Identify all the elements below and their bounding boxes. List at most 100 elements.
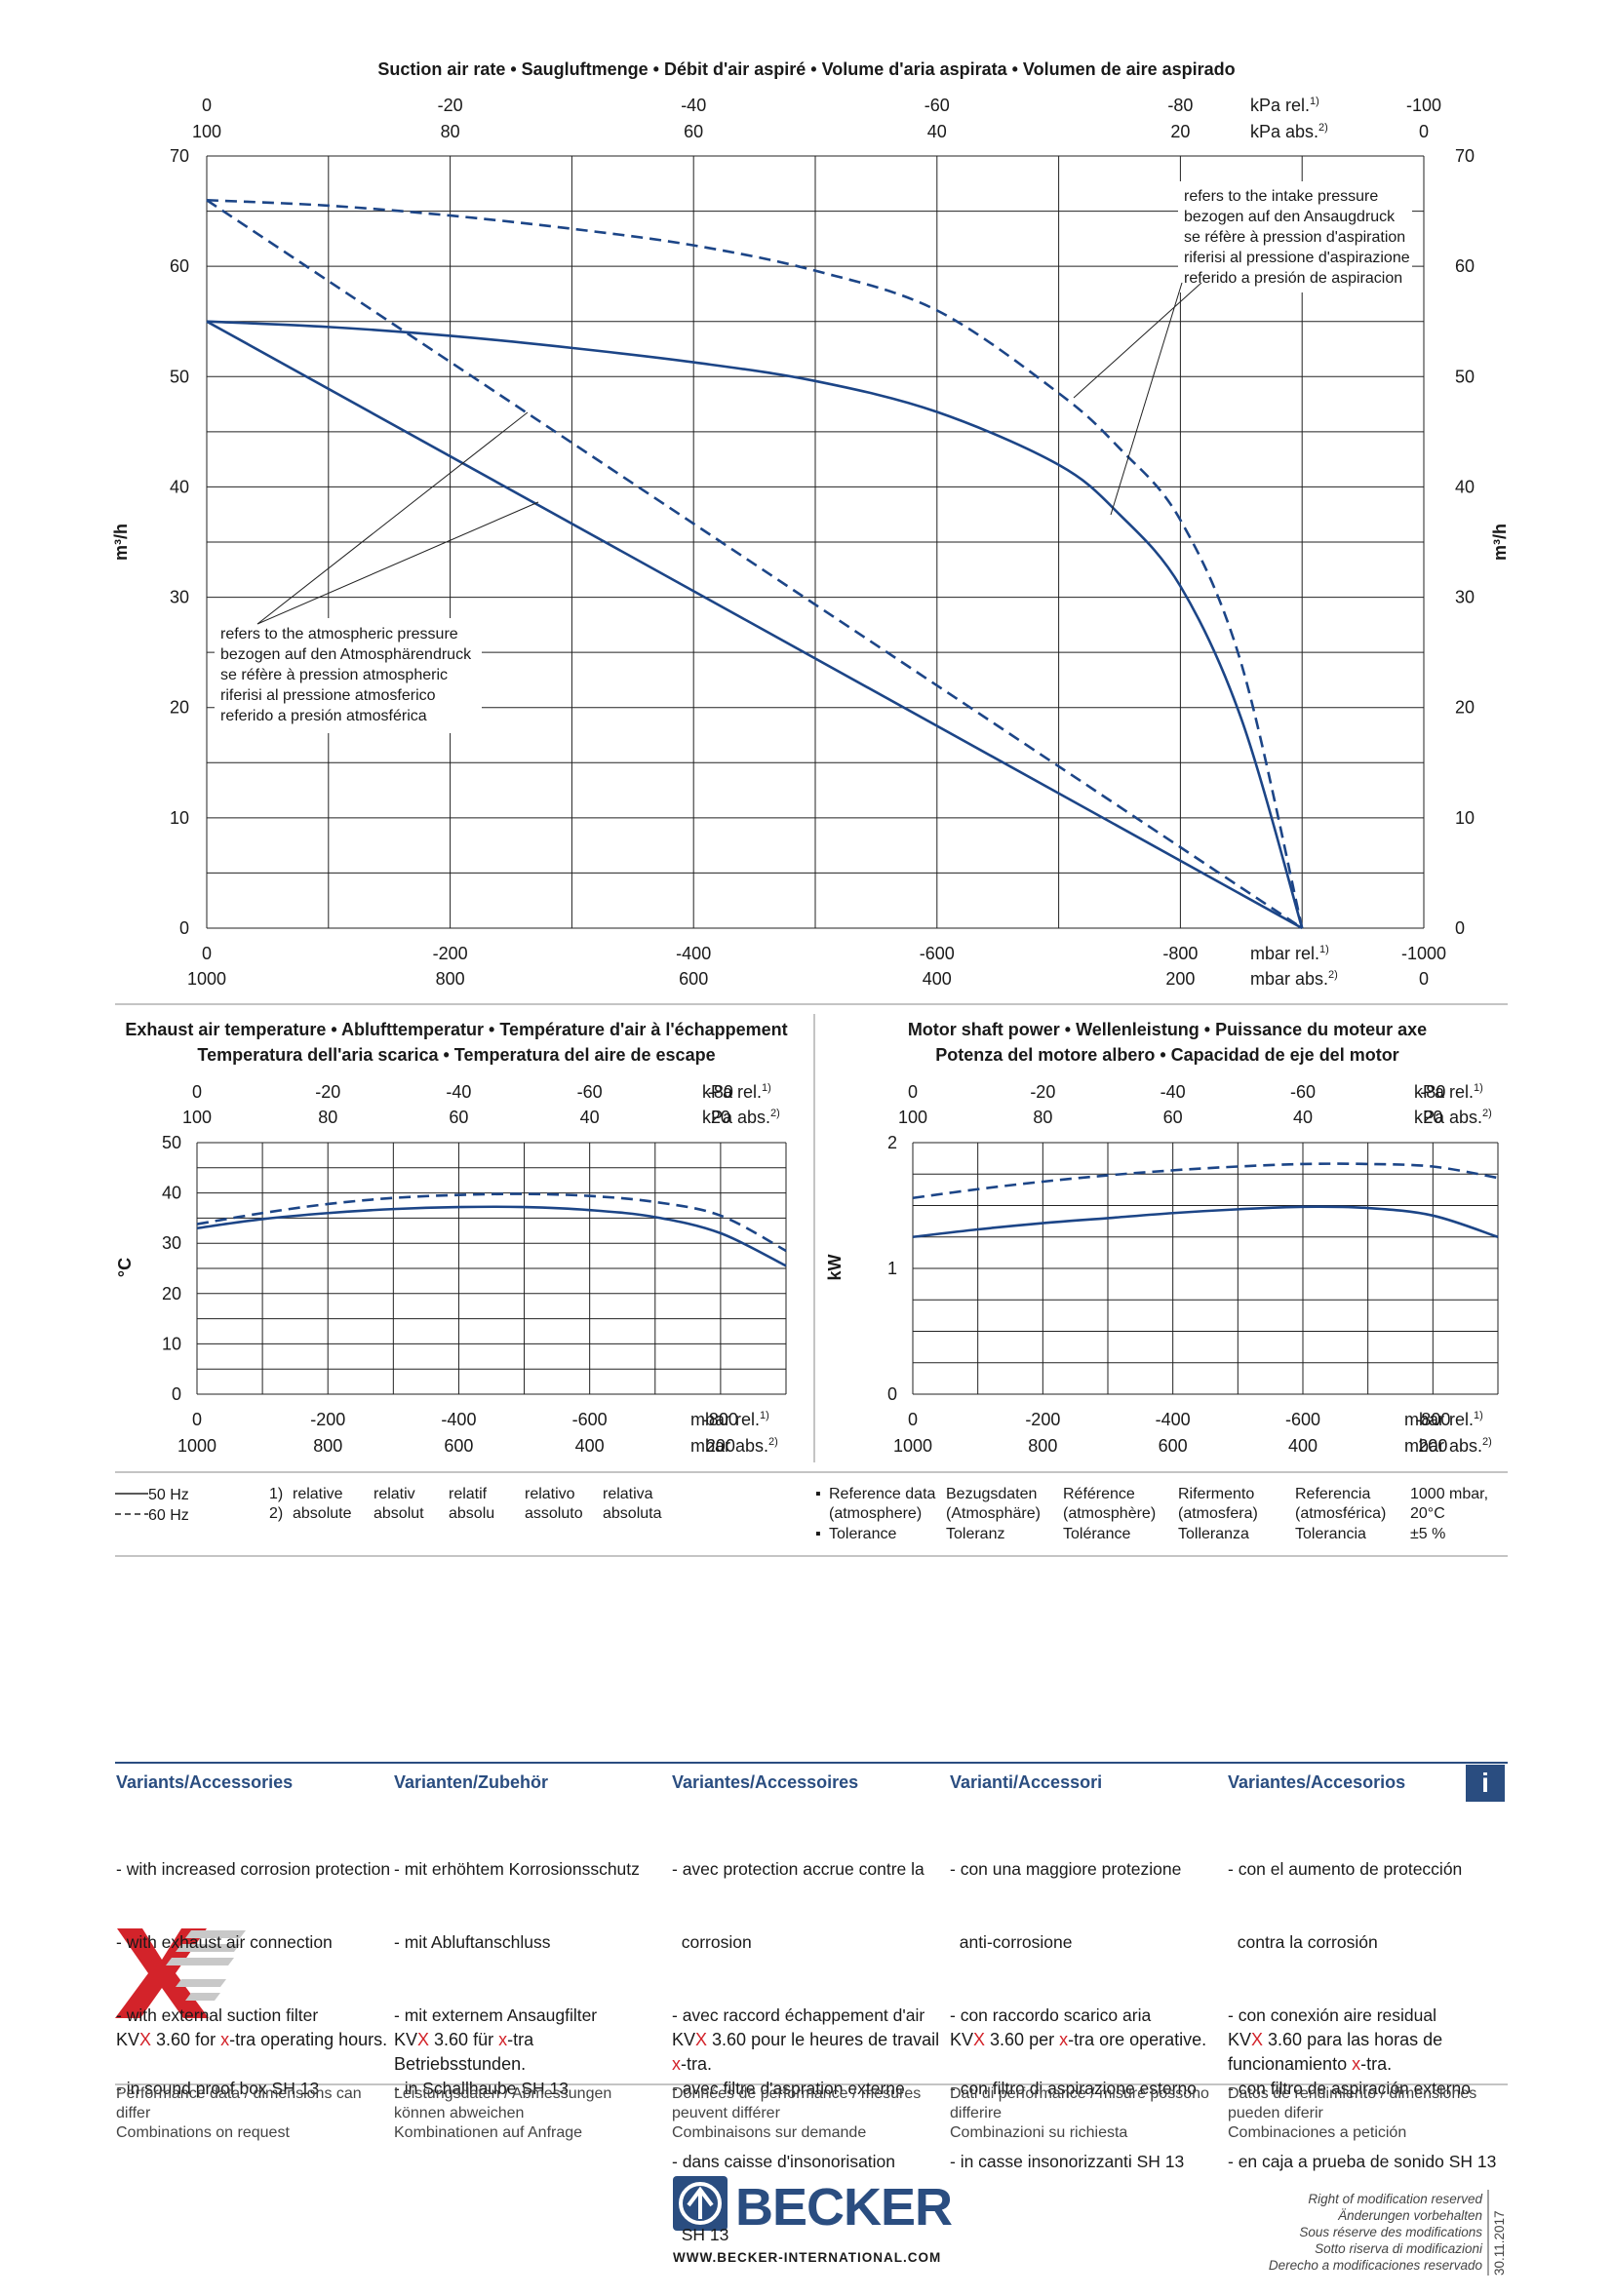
variant-item: - mit externem Ansaugfilter	[394, 2005, 598, 2025]
power-top-sup-rel: 1)	[1474, 1082, 1483, 1094]
suction-x-tick-rel: 0	[202, 944, 212, 963]
disclaimer-es: Datos de rendimiento / dimensiones pueden…	[1228, 2085, 1477, 2141]
exhaust-top-tick-abs: 40	[580, 1108, 600, 1127]
exhaust-x-tick-rel: -800	[703, 1410, 738, 1429]
xtra-logo	[115, 1928, 246, 2018]
exhaust-top-tick-rel: -40	[446, 1082, 471, 1102]
power-x-unit-abs: mbar abs.2)	[1404, 1436, 1492, 1456]
suction-top-tick-rel: -40	[681, 96, 706, 115]
suction-y-tick: 70	[170, 146, 189, 166]
suction-y-tick-right: 30	[1455, 588, 1475, 607]
suction-x-tick-rel: -800	[1162, 944, 1198, 963]
website-link[interactable]: WWW.BECKER-INTERNATIONAL.COM	[673, 2250, 941, 2265]
variant-item: - with increased corrosion protection	[116, 1859, 391, 1879]
exhaust-top-unit-rel: kPa rel.1)	[702, 1082, 771, 1102]
exhaust-x-tick-rel: -600	[572, 1410, 608, 1429]
xtra-claim-fr: KVX 3.60 pour le heures de travail x-tra…	[672, 2030, 940, 2074]
variant-item: - con conexión aire residual	[1228, 2005, 1437, 2025]
power-y-tick: 0	[887, 1384, 897, 1404]
exhaust-x-tick-rel: -400	[441, 1410, 476, 1429]
intake-note: refers to the intake pressure bezogen au…	[1184, 188, 1414, 287]
suction-top-tick-rel: 0	[202, 96, 212, 115]
power-top-unit-rel: kPa rel.1)	[1414, 1082, 1483, 1102]
suction-y-tick: 40	[170, 477, 189, 496]
suction-y-tick-right: 50	[1455, 367, 1475, 386]
suction-y-tick-right: 40	[1455, 477, 1475, 496]
legend-reference-bullet2: Tolleranza	[1178, 1526, 1249, 1542]
variant-item: - con el aumento de protección	[1228, 1859, 1463, 1879]
suction-top-unit-abs: kPa abs.2)	[1250, 122, 1328, 141]
suction-top-tick-abs: 80	[441, 122, 460, 141]
power-x-tick-rel: -200	[1025, 1410, 1060, 1429]
legend-reference-bullet1: Reference data	[829, 1486, 936, 1502]
legend-note: relative	[293, 1486, 343, 1502]
legend-reference-bullet1b: (Atmosphäre)	[946, 1505, 1041, 1522]
intake-note-line: referido a presión de aspiracion	[1184, 270, 1402, 287]
suction-top-tick-rel: -60	[925, 96, 950, 115]
legend-reference-bullet2: ±5 %	[1410, 1526, 1445, 1542]
variant-item: - con una maggiore protezione	[950, 1859, 1182, 1879]
legend-reference-bullet1b: (atmosférica)	[1295, 1505, 1386, 1522]
power-y-label: kW	[825, 1254, 845, 1280]
power-x-tick-abs: 400	[1288, 1436, 1318, 1456]
exhaust-x-unit-rel: mbar rel.1)	[690, 1410, 769, 1429]
exhaust-top-tick-abs: 80	[318, 1108, 337, 1127]
rights-line: Sous réserve des modifications	[1299, 2225, 1482, 2239]
power-x-tick-abs: 1000	[893, 1436, 932, 1456]
legend-note: relativa	[603, 1486, 653, 1502]
xtra-claim-it: KVX 3.60 per x-tra ore operative.	[950, 2030, 1207, 2049]
xtra-claim-es: KVX 3.60 para las horas de funcionamient…	[1228, 2030, 1443, 2074]
power-x-tick-abs: 800	[1028, 1436, 1057, 1456]
exhaust-y-tick: 0	[172, 1384, 181, 1404]
power-x-tick-rel: -600	[1285, 1410, 1320, 1429]
suction-x-tick-rel: -400	[676, 944, 711, 963]
exhaust-series-60hz	[196, 1192, 787, 1253]
exhaust-top-tick-rel: -80	[708, 1082, 733, 1102]
legend-reference-bullet2: Tolérance	[1063, 1526, 1130, 1542]
exhaust-y-tick: 10	[162, 1334, 181, 1353]
power-top-tick-abs: 80	[1033, 1108, 1052, 1127]
power-x-tick-rel: 0	[908, 1410, 918, 1429]
exhaust-top-tick-rel: -60	[577, 1082, 603, 1102]
legend-50hz-label: 50 Hz	[148, 1487, 189, 1503]
intake-note-line: bezogen auf den Ansaugdruck	[1184, 209, 1396, 225]
variant-item: - in sound proof box SH 13	[116, 2079, 320, 2098]
variant-item: - dans caisse d'insonorisation	[672, 2152, 896, 2171]
variant-item: - with external suction filter	[116, 2005, 319, 2025]
legend-reference-bullet1b: (atmosfera)	[1178, 1505, 1258, 1522]
intake-note-line: riferisi al pressione d'aspirazione	[1184, 250, 1410, 266]
legend-note: 1)	[269, 1486, 283, 1502]
suction-y-label-left: m³/h	[111, 524, 131, 561]
variant-item: corrosion	[672, 1932, 752, 1952]
exhaust-y-tick: 50	[162, 1133, 181, 1152]
exhaust-series-50hz	[196, 1205, 787, 1267]
power-x-tick-rel: -400	[1156, 1410, 1191, 1429]
variants-list-fr: - avec protection accrue contre la corro…	[672, 1809, 925, 2296]
variants-heading-it: Varianti/Accessori	[950, 1772, 1103, 1792]
variant-item: - con raccordo scarico aria	[950, 2005, 1152, 2025]
suction-series-50hz-atmospheric	[206, 320, 1303, 930]
variant-item: - avec raccord échappement d'air	[672, 2005, 925, 2025]
power-top-tick-rel: -20	[1030, 1082, 1055, 1102]
atmospheric-note-line: riferisi al pressione atmosferico	[220, 687, 436, 704]
atmospheric-note-bg	[215, 618, 482, 733]
suction-top-unit-rel: kPa rel.1)	[1250, 96, 1319, 115]
exhaust-x-tick-abs: 400	[575, 1436, 605, 1456]
suction-y-tick-right: 0	[1455, 918, 1465, 938]
suction-y-tick: 10	[170, 808, 189, 828]
suction-chart: Suction air rate • Saugluftmenge • Débit…	[111, 59, 1510, 989]
rights-block: Right of modification reserved Änderunge…	[1269, 2190, 1507, 2276]
bullet-icon: ▪	[815, 1526, 821, 1542]
power-chart: Motor shaft power • Wellenleistung • Pui…	[825, 1020, 1499, 1456]
exhaust-x-tick-rel: 0	[192, 1410, 202, 1429]
power-x-tick-abs: 600	[1159, 1436, 1188, 1456]
suction-top-tick-abs: 60	[684, 122, 703, 141]
suction-x-tick-rel: -1000	[1401, 944, 1446, 963]
power-y-tick: 1	[887, 1259, 897, 1278]
atmospheric-note-line: refers to the atmospheric pressure	[220, 626, 458, 642]
exhaust-top-unit-abs: kPa abs.2)	[702, 1108, 780, 1127]
variant-item: contra la corrosión	[1228, 1932, 1378, 1952]
exhaust-top-tick-rel: 0	[192, 1082, 202, 1102]
atmospheric-leader-60	[256, 411, 529, 625]
suction-x-tick-rel: -600	[920, 944, 955, 963]
